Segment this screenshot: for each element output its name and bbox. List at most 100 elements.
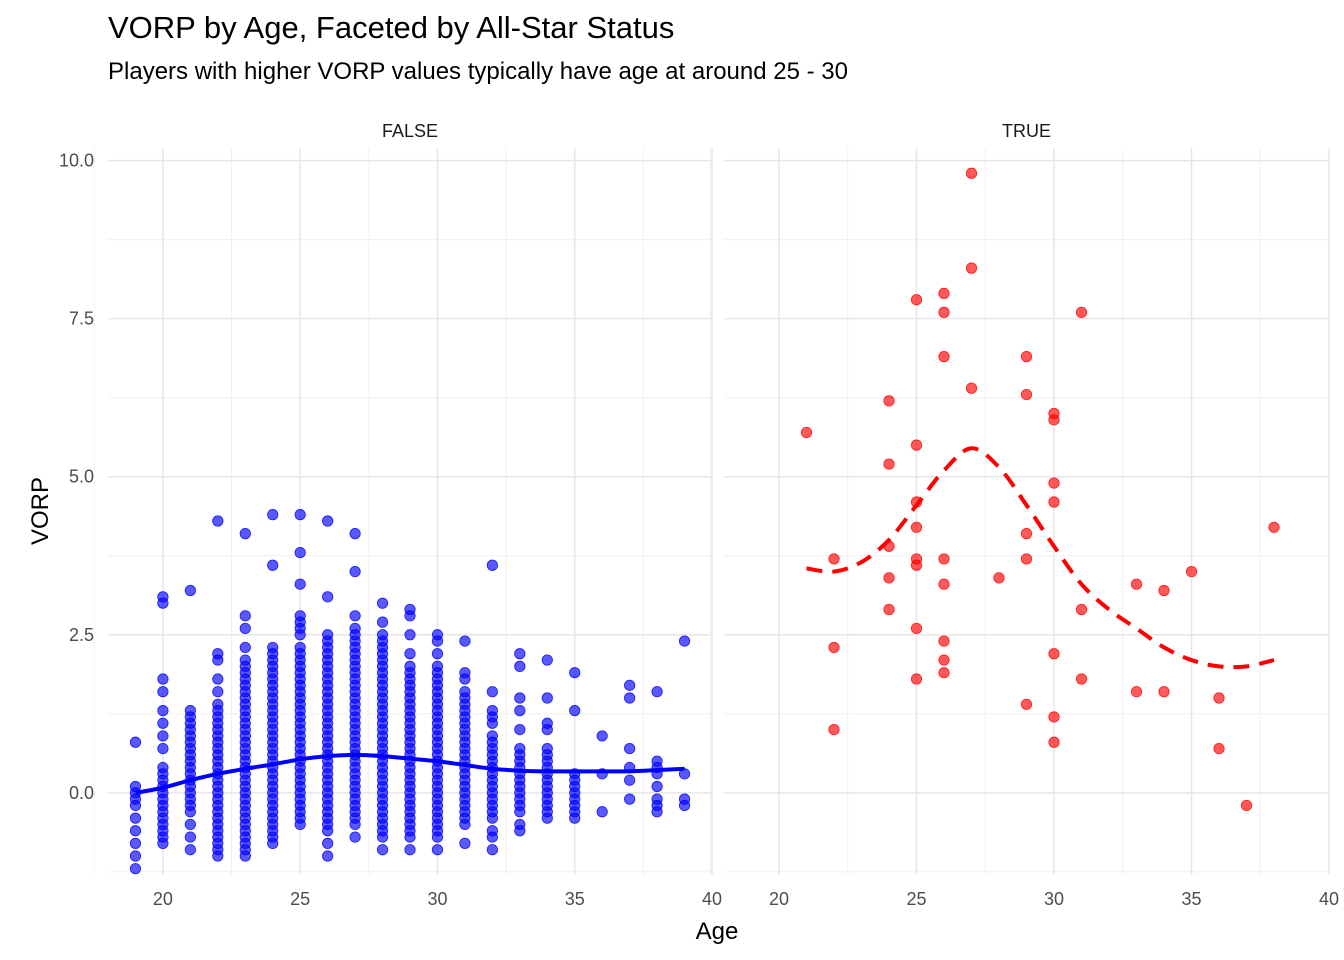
data-point [239, 610, 251, 622]
data-point [1130, 686, 1143, 698]
data-point [322, 850, 334, 862]
trend-line-false [135, 752, 685, 795]
y-axis: 0.0 2.5 5.0 7.5 10.0 [59, 151, 94, 803]
data-point [1158, 584, 1170, 597]
chart-subtitle: Players with higher VORP values typicall… [108, 58, 848, 85]
data-point [883, 395, 895, 407]
data-point [157, 730, 169, 742]
data-point [938, 654, 950, 666]
data-point [828, 641, 840, 654]
data-point [514, 806, 526, 818]
data-point [129, 863, 142, 875]
data-point [486, 844, 498, 856]
data-point [294, 509, 306, 521]
data-point [212, 515, 224, 527]
data-point [184, 831, 196, 843]
data-point [624, 742, 636, 755]
data-point [938, 667, 950, 679]
data-point [910, 521, 923, 533]
data-point [239, 850, 251, 862]
data-point [800, 426, 813, 439]
chart-title: VORP by Age, Faceted by All-Star Status [108, 10, 675, 45]
data-point [1020, 388, 1033, 401]
data-point [294, 546, 306, 559]
data-point [212, 654, 224, 666]
data-point [486, 717, 498, 729]
data-point [1048, 648, 1060, 660]
y-tick-label: 0.0 [69, 783, 94, 803]
data-point [1075, 306, 1088, 318]
data-point [486, 559, 498, 571]
data-point [965, 167, 978, 179]
x-tick-label: 35 [1181, 889, 1201, 909]
data-point [129, 812, 142, 824]
trend-line-true [806, 446, 1275, 670]
data-point [239, 622, 251, 635]
data-point [1048, 496, 1060, 508]
y-tick-label: 7.5 [69, 309, 94, 329]
data-point [184, 844, 196, 856]
data-point [322, 825, 334, 837]
data-point [349, 818, 361, 831]
data-point [1213, 742, 1225, 755]
data-point [910, 439, 923, 451]
data-point [569, 812, 581, 824]
data-point [157, 673, 169, 685]
data-point [828, 553, 840, 565]
data-point [938, 351, 950, 363]
data-point [1020, 553, 1033, 565]
data-point [910, 294, 923, 306]
data-point [541, 812, 553, 824]
data-point [678, 768, 691, 780]
data-point [212, 850, 224, 862]
data-point [431, 635, 444, 647]
data-point [993, 572, 1005, 584]
data-point [624, 774, 636, 786]
data-point [938, 635, 950, 647]
data-point [514, 705, 526, 717]
data-point [322, 515, 334, 527]
data-point [157, 717, 169, 729]
data-point [1213, 692, 1225, 704]
data-point [1185, 565, 1198, 578]
data-point [541, 723, 553, 736]
data-point [349, 610, 361, 622]
data-point [322, 837, 334, 849]
data-point [349, 831, 361, 843]
data-point [459, 673, 471, 685]
data-point [404, 629, 416, 641]
data-point [624, 679, 636, 691]
data-point [651, 686, 663, 698]
data-point [514, 825, 526, 837]
data-point [1020, 528, 1033, 540]
data-point [184, 584, 196, 597]
data-point [212, 673, 224, 685]
data-point [1020, 351, 1033, 363]
data-point [486, 812, 498, 824]
data-point [431, 648, 444, 660]
facet-label-true: TRUE [1002, 121, 1051, 141]
data-point [965, 262, 978, 274]
data-point [883, 572, 895, 584]
data-point [1048, 414, 1060, 426]
data-point [376, 597, 389, 609]
x-tick-label: 25 [906, 889, 926, 909]
data-point [459, 818, 471, 831]
x-tick-label: 30 [1044, 889, 1064, 909]
data-point [1020, 698, 1033, 710]
data-point [596, 806, 608, 818]
data-point [569, 667, 581, 679]
data-point [404, 648, 416, 660]
data-point [1075, 673, 1088, 685]
data-point [267, 837, 279, 849]
data-point [938, 553, 950, 565]
data-point [129, 799, 142, 812]
data-point [651, 780, 663, 793]
data-point [651, 806, 663, 818]
x-tick-label: 20 [769, 889, 789, 909]
data-point [404, 610, 416, 622]
facet-panel-true: TRUE 20 25 30 35 40 [709, 121, 1339, 909]
data-point [294, 629, 306, 641]
data-point [184, 818, 196, 831]
